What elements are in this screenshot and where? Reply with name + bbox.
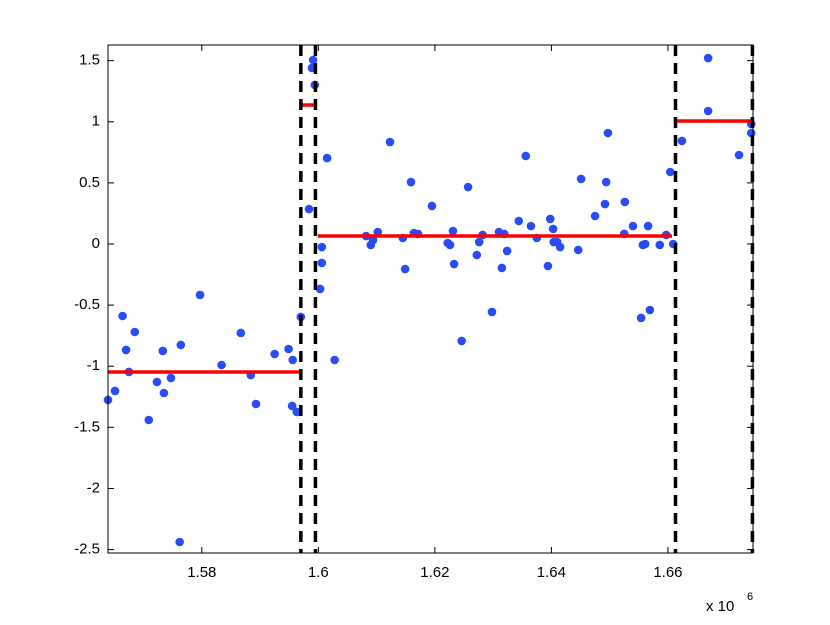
point — [555, 242, 565, 252]
x-tick-label: 1.6 — [308, 564, 329, 581]
point — [385, 137, 395, 147]
point — [645, 305, 655, 315]
point — [640, 239, 650, 249]
point — [308, 55, 318, 65]
point — [526, 221, 536, 231]
point — [548, 224, 558, 234]
y-tick-label: -1 — [87, 357, 100, 374]
point — [677, 136, 687, 146]
point — [315, 284, 325, 294]
point — [601, 177, 611, 187]
point — [110, 386, 120, 396]
point — [543, 261, 553, 271]
point — [628, 221, 638, 231]
point — [703, 53, 713, 63]
point — [288, 355, 298, 365]
point — [445, 240, 455, 250]
point — [317, 258, 327, 268]
y-tick-label: -1.5 — [74, 418, 100, 435]
point — [703, 106, 713, 116]
y-tick-label: -0.5 — [74, 296, 100, 313]
y-tick-label: 1.5 — [79, 52, 100, 69]
point — [514, 216, 524, 226]
x-tick-label: 1.66 — [653, 564, 682, 581]
point — [251, 399, 261, 409]
point — [152, 377, 162, 387]
point — [448, 226, 458, 236]
point — [166, 373, 176, 383]
point — [487, 307, 497, 317]
plot-frame — [107, 44, 754, 554]
point — [472, 250, 482, 260]
point — [130, 327, 140, 337]
y-tick-label: 0 — [92, 235, 100, 252]
x-tick-label: 1.58 — [187, 564, 216, 581]
x-scale-label: x 10 — [706, 598, 734, 615]
point — [600, 199, 610, 209]
x-tick-label: 1.62 — [420, 564, 449, 581]
point — [665, 167, 675, 177]
point — [176, 340, 186, 350]
point — [284, 344, 293, 354]
point — [643, 221, 653, 231]
plot-area — [108, 45, 753, 553]
point — [118, 311, 127, 321]
point — [368, 235, 378, 245]
point — [576, 174, 586, 184]
point — [304, 204, 314, 214]
point — [400, 264, 410, 274]
point — [427, 201, 437, 211]
y-tick-label: 1 — [92, 113, 100, 130]
point — [497, 263, 507, 273]
point — [270, 349, 279, 359]
point — [590, 211, 600, 221]
point — [292, 407, 302, 417]
point — [620, 197, 630, 207]
x-scale-exponent: 6 — [747, 591, 753, 603]
point — [317, 242, 327, 252]
point — [463, 182, 473, 192]
point — [195, 290, 205, 300]
point — [573, 245, 583, 255]
point — [144, 415, 154, 425]
point — [175, 537, 184, 547]
point — [121, 345, 131, 355]
x-tick-label: 1.64 — [537, 564, 566, 581]
point — [521, 151, 531, 161]
point — [457, 336, 466, 346]
y-tick-label: -2.5 — [74, 541, 100, 558]
point — [474, 237, 484, 247]
point — [217, 360, 226, 370]
point — [159, 388, 169, 398]
point — [322, 153, 332, 163]
y-tick-label: 0.5 — [79, 174, 100, 191]
point — [373, 227, 383, 237]
point — [734, 150, 744, 160]
y-tick-label: -2 — [87, 479, 100, 496]
point — [449, 259, 459, 269]
point — [502, 246, 512, 256]
point — [655, 240, 665, 250]
point — [330, 355, 339, 365]
point — [287, 401, 297, 411]
point — [545, 214, 555, 224]
point — [603, 128, 613, 138]
point — [636, 313, 646, 323]
point — [158, 346, 168, 356]
point — [406, 177, 416, 187]
point — [236, 328, 246, 338]
